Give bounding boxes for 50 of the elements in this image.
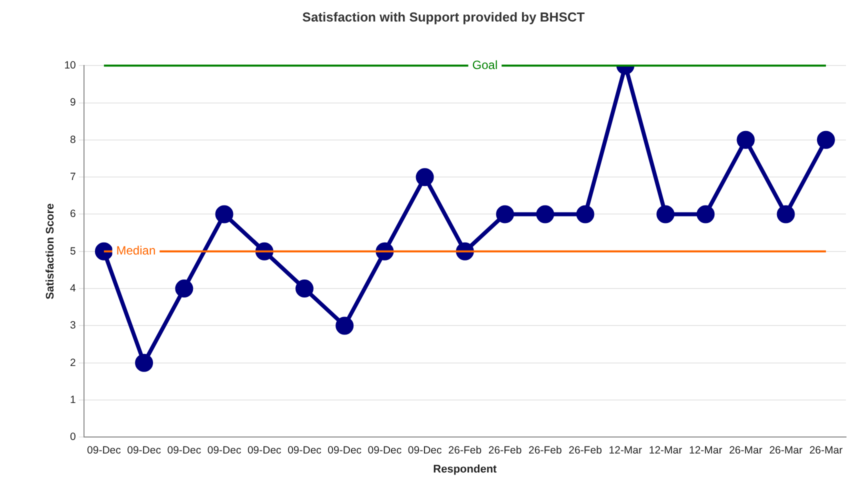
- point: [135, 354, 154, 372]
- x-tick-label: 09-Dec: [247, 444, 282, 456]
- x-tick-label: 09-Dec: [288, 444, 322, 456]
- y-tick-label: 10: [64, 59, 76, 72]
- ref-line-label: Goal: [472, 58, 498, 72]
- y-tick-label: 5: [70, 245, 76, 258]
- point: [94, 242, 113, 260]
- x-tick-label: 12-Mar: [648, 444, 683, 456]
- point: [536, 205, 554, 224]
- y-tick-label: 8: [70, 134, 76, 146]
- x-tick-label: 26-Feb: [448, 444, 482, 456]
- y-tick-label: 4: [70, 282, 76, 294]
- ref-line-label: Median: [116, 244, 156, 258]
- point: [175, 280, 194, 298]
- point: [295, 280, 314, 298]
- x-tick-label: 26-Feb: [568, 444, 602, 456]
- x-tick-label: 12-Mar: [608, 444, 643, 456]
- x-tick-label: 26-Feb: [528, 444, 562, 456]
- point: [736, 130, 755, 149]
- y-tick-label: 9: [70, 96, 76, 109]
- point: [776, 205, 795, 224]
- x-tick-label: 26-Mar: [809, 444, 844, 456]
- point: [496, 205, 514, 224]
- x-tick-label: 09-Dec: [167, 444, 202, 456]
- y-tick-label: 3: [70, 320, 76, 332]
- x-tick-label: 09-Dec: [127, 444, 161, 456]
- x-tick-label: 12-Mar: [688, 444, 723, 456]
- x-tick-label: 09-Dec: [328, 444, 362, 456]
- y-tick-label: 7: [70, 170, 76, 183]
- y-tick-label: 2: [70, 356, 76, 369]
- chart-title: Satisfaction with Support provided by BHSCT: [302, 9, 585, 24]
- y-tick-label: 6: [70, 208, 76, 220]
- point: [656, 205, 674, 224]
- x-tick-label: 09-Dec: [408, 444, 442, 456]
- point: [416, 168, 434, 186]
- point: [816, 130, 835, 149]
- point: [576, 205, 594, 224]
- x-tick-label: 09-Dec: [87, 444, 121, 456]
- point: [215, 205, 234, 224]
- x-tick-label: 09-Dec: [368, 444, 402, 456]
- x-tick-label: 26-Mar: [729, 444, 763, 456]
- point: [336, 316, 354, 335]
- x-tick-label: 09-Dec: [207, 444, 242, 456]
- x-tick-label: 26-Mar: [769, 444, 803, 456]
- y-tick-label: 1: [70, 394, 76, 406]
- point: [696, 205, 715, 224]
- y-axis-title: Satisfaction Score: [44, 203, 57, 300]
- y-tick-label: 0: [70, 431, 76, 444]
- x-tick-label: 26-Feb: [488, 444, 522, 456]
- x-axis-title: Respondent: [433, 463, 498, 476]
